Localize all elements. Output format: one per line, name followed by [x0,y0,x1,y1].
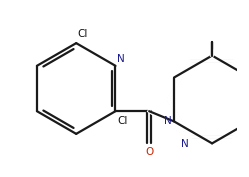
Text: Cl: Cl [117,116,127,125]
Text: N: N [117,54,125,64]
Text: N: N [164,116,172,126]
Text: N: N [181,139,189,149]
Text: O: O [145,147,153,157]
Text: Cl: Cl [78,29,88,39]
